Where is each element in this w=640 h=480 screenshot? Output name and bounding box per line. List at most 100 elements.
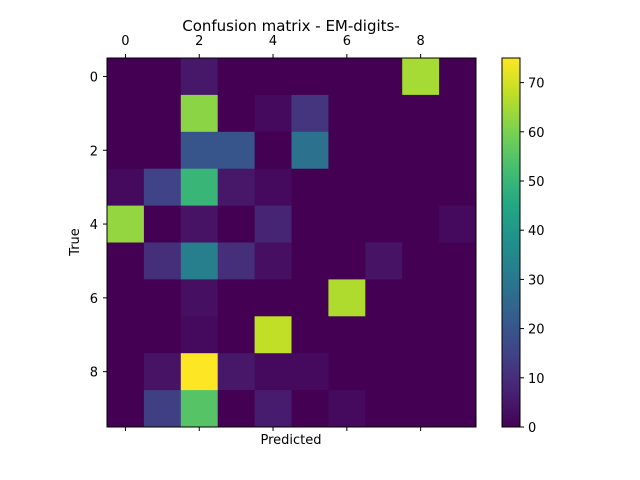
heatmap-cell-r8-c4 [254,353,292,391]
heatmap-cell-r6-c8 [402,279,440,317]
heatmap-cell-r0-c0 [107,58,145,96]
heatmap-cell-r3-c4 [254,168,292,206]
heatmap-cell-r8-c1 [143,353,182,391]
colorbar-tick-label-50: 50 [528,175,545,190]
heatmap-cell-r7-c0 [107,316,145,354]
heatmap-cell-r9-c6 [328,390,366,428]
heatmap-cell-r9-c8 [402,390,440,428]
heatmap-cell-r6-c6 [328,279,366,317]
heatmap-cell-r2-c1 [143,131,182,170]
y-tick-label-0: 0 [90,70,98,85]
heatmap-cell-r7-c6 [328,316,366,354]
colorbar-tick-label-30: 30 [528,273,545,288]
heatmap-cell-r8-c2 [180,353,219,391]
x-tick-label-0: 0 [121,34,129,49]
heatmap-cell-r1-c4 [254,94,292,133]
heatmap-cell-r2-c3 [217,131,255,170]
heatmap-cell-r0-c9 [439,58,477,96]
heatmap-cell-r5-c4 [254,242,292,280]
heatmap-frame [106,57,477,428]
x-tick-label-4: 4 [269,34,277,49]
heatmap-cell-r9-c5 [291,390,329,428]
heatmap-cell-r5-c2 [180,242,219,280]
heatmap-cell-r5-c8 [402,242,440,280]
y-axis-ticks: 0 2 4 6 8 [90,70,107,381]
y-axis-label: True [68,228,83,257]
heatmap-cell-r7-c4 [254,316,292,354]
heatmap-cell-r6-c9 [439,279,477,317]
heatmap-cell-r6-c5 [291,279,329,317]
heatmap-cell-r9-c3 [217,390,255,428]
heatmap-cell-r2-c2 [180,131,219,170]
heatmap-cell-r9-c7 [365,390,403,428]
heatmap-cell-r3-c8 [402,168,440,206]
heatmap-cell-r6-c2 [180,279,219,317]
heatmap-cell-r7-c8 [402,316,440,354]
x-axis-ticks: 0 2 4 6 8 [121,34,425,431]
heatmap-cell-r3-c2 [180,168,219,206]
heatmap-cell-r4-c2 [180,205,219,243]
colorbar-tick-label-70: 70 [528,77,545,92]
heatmap-cell-r1-c7 [365,94,403,133]
heatmap-cell-r0-c4 [254,58,292,96]
heatmap-cell-r8-c3 [217,353,255,391]
colorbar-ticks: 0 10 20 30 40 50 60 70 [520,77,545,436]
heatmap-cell-r4-c7 [365,205,403,243]
x-tick-label-6: 6 [343,34,351,49]
heatmap-cell-r8-c7 [365,353,403,391]
colorbar-tick-label-20: 20 [528,323,545,338]
heatmap-cell-r1-c9 [439,94,477,133]
heatmap-cell-r0-c1 [143,58,182,96]
heatmap-cell-r3-c0 [107,168,145,206]
heatmap-cell-r3-c6 [328,168,366,206]
heatmap-cell-r0-c8 [402,58,440,96]
colorbar-tick-label-0: 0 [528,421,536,436]
heatmap-cell-r4-c5 [291,205,329,243]
heatmap-cell-r6-c3 [217,279,255,317]
heatmap-cell-r9-c0 [107,390,145,428]
heatmap-cell-r6-c1 [143,279,182,317]
heatmap-cell-r5-c3 [217,242,255,280]
heatmap-cell-r7-c1 [143,316,182,354]
heatmap-cell-r8-c9 [439,353,477,391]
heatmap-cell-r2-c5 [291,131,329,170]
heatmap-cell-r3-c1 [143,168,182,206]
heatmap-cell-r4-c8 [402,205,440,243]
y-tick-label-4: 4 [90,218,98,233]
heatmap-cell-r8-c6 [328,353,366,391]
y-tick-label-2: 2 [90,144,98,159]
colorbar-tick-label-60: 60 [528,126,545,141]
heatmap-cell-r1-c6 [328,94,366,133]
heatmap-cell-r8-c8 [402,353,440,391]
heatmap-cell-r9-c2 [180,390,219,428]
heatmap-cell-r9-c1 [143,390,182,428]
heatmap-cell-r0-c5 [291,58,329,96]
heatmap-cell-r1-c5 [291,94,329,133]
heatmap-cell-r7-c2 [180,316,219,354]
heatmap-cell-r8-c0 [107,353,145,391]
heatmap-cell-r9-c4 [254,390,292,428]
heatmap-cell-r4-c9 [439,205,477,243]
heatmap-cell-r1-c2 [180,94,219,133]
heatmap-cell-r2-c9 [439,131,477,170]
heatmap-cell-r3-c9 [439,168,477,206]
heatmap-cell-r8-c5 [291,353,329,391]
heatmap-cell-r1-c0 [107,94,145,133]
x-tick-label-2: 2 [195,34,203,49]
heatmap-cell-r0-c3 [217,58,255,96]
heatmap-cell-r5-c7 [365,242,403,280]
heatmap-cell-r5-c6 [328,242,366,280]
heatmap-cells [107,58,477,428]
heatmap-cell-r4-c0 [107,205,145,243]
heatmap-cell-r4-c1 [143,205,182,243]
y-tick-label-8: 8 [90,366,98,381]
heatmap-cell-r0-c7 [365,58,403,96]
heatmap-cell-r5-c0 [107,242,145,280]
heatmap-cell-r0-c2 [180,58,219,96]
heatmap-cell-r2-c4 [254,131,292,170]
heatmap-cell-r6-c4 [254,279,292,317]
heatmap-cell-r9-c9 [439,390,477,428]
x-tick-label-8: 8 [417,34,425,49]
heatmap-cell-r1-c1 [143,94,182,133]
